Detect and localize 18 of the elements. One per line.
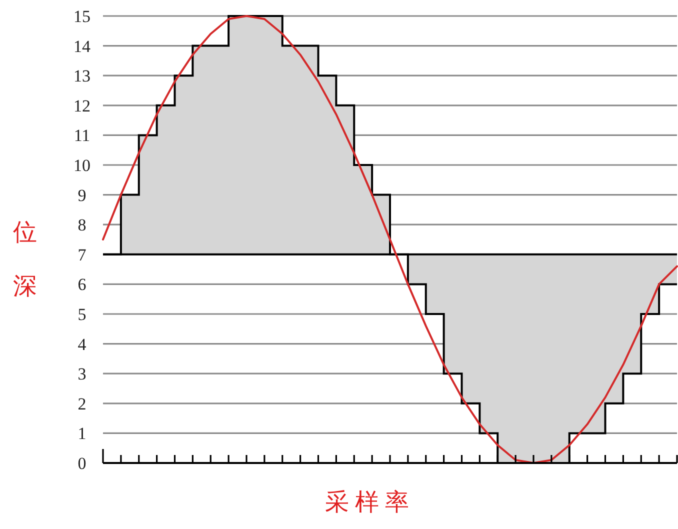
- y-tick-label: 0: [78, 454, 86, 473]
- y-tick-label: 8: [78, 216, 86, 235]
- y-tick-label: 2: [78, 394, 86, 414]
- y-tick-label: 13: [74, 66, 90, 86]
- y-tick-label: 7: [78, 245, 87, 264]
- y-tick-label: 11: [74, 126, 90, 146]
- y-tick-label: 1: [78, 424, 86, 444]
- y-tick-label: 14: [74, 36, 91, 56]
- y-axis-title: 位深: [13, 218, 37, 300]
- y-tick-label: 5: [78, 305, 86, 324]
- x-axis-title: 采样率: [325, 488, 415, 516]
- y-tick-label: 3: [78, 364, 86, 384]
- y-tick-label: 15: [74, 7, 90, 26]
- y-tick-label: 4: [78, 334, 87, 354]
- y-tick-label: 9: [78, 186, 86, 205]
- y-tick-label: 6: [78, 275, 86, 294]
- y-tick-label: 12: [74, 96, 90, 116]
- y-tick-label: 10: [74, 156, 90, 175]
